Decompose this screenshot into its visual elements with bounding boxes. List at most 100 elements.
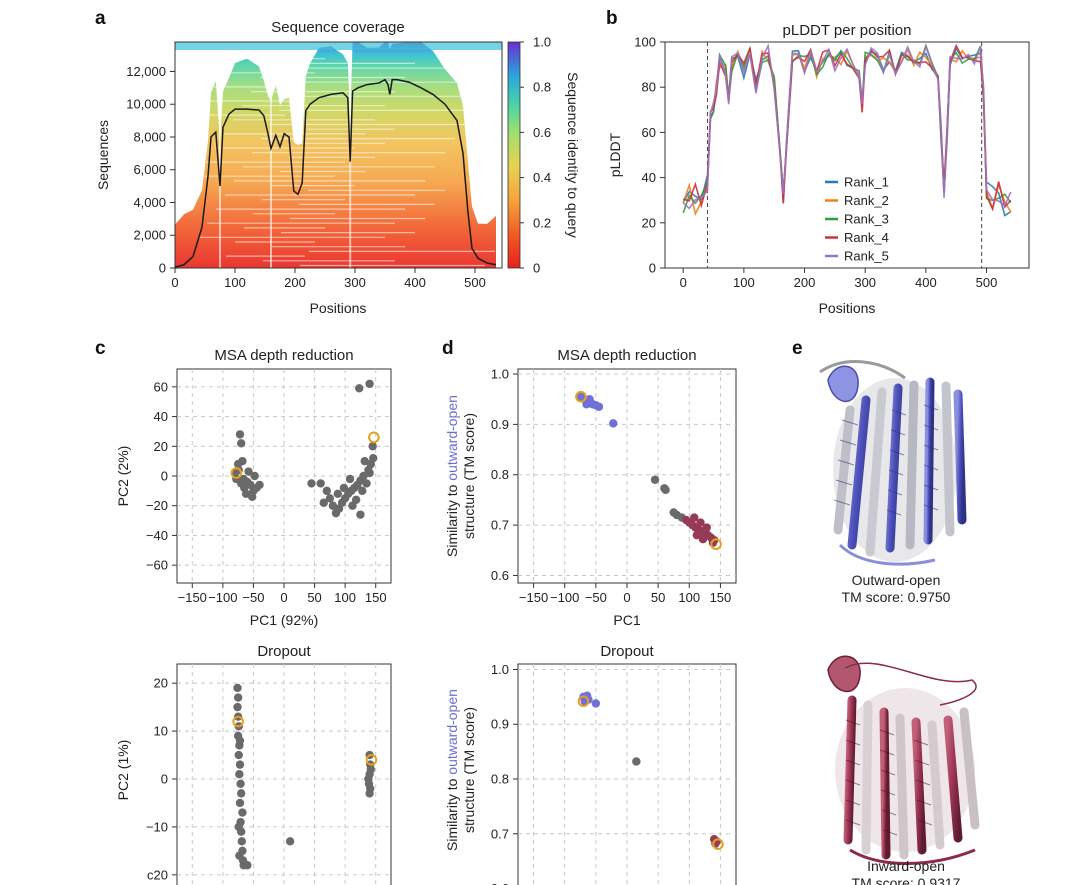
scatter-point [591, 699, 601, 708]
panel-a-xlabel: Positions [310, 300, 367, 316]
scatter-point [237, 837, 247, 846]
x-tick-label: 500 [464, 275, 486, 290]
x-tick-label: 150 [365, 590, 387, 605]
highlight-point [710, 538, 722, 551]
x-tick-label: 0 [280, 590, 287, 605]
scatter-point [248, 492, 257, 502]
outward-open-score: TM score: 0.9750 [842, 589, 951, 605]
scatter-point [239, 474, 248, 484]
x-tick-label: 50 [651, 590, 665, 605]
panel-b: pLDDT per position 0 100 200 300 400 500 0 20 40… [607, 22, 1030, 316]
y-tick-label: 0.6 [491, 568, 509, 583]
scatter-point [233, 693, 243, 702]
scatter-point [235, 430, 245, 439]
y-tick-label: 0 [161, 772, 168, 787]
legend-label-rank_4: Rank_4 [844, 230, 889, 245]
x-tick-label: 150 [710, 590, 732, 605]
y-tick-label: −40 [146, 528, 168, 543]
y-tick-label: 0.9 [491, 717, 509, 732]
panel-d-bottom: Dropout 0.6 0.7 0.8 0.9 1.0 Similarity to ou… [444, 643, 737, 885]
x-tick-label: 0 [171, 275, 178, 290]
scatter-point [345, 474, 355, 484]
scatter-point [328, 501, 338, 510]
panel-a-ylabel: Sequences [95, 120, 111, 190]
colorbar-tick-label: 0.8 [533, 80, 551, 95]
scatter-point [364, 774, 373, 784]
panel-c-bottom-axes: c20 −10 0 10 20 [146, 664, 391, 885]
coverage-heatmap-area [175, 42, 496, 268]
x-tick-label: 100 [334, 590, 356, 605]
x-tick-label: −50 [242, 590, 264, 605]
panel-d-bottom-title: Dropout [600, 643, 654, 660]
scatter-point [661, 485, 670, 495]
y-tick-label: c20 [147, 867, 168, 882]
panel-c-top-axes: −150 −100 −50 0 50 100 150 −60 −40 −20 0 20 40 60 [146, 369, 391, 605]
scatter-point [243, 861, 252, 870]
x-tick-label: 400 [404, 275, 426, 290]
x-tick-label: 300 [854, 275, 876, 290]
plddt-legend: Rank_1 Rank_2 Rank_3 Rank_4 Rank_5 [825, 175, 889, 264]
scatter-point [237, 439, 246, 448]
panel-d-top-title: MSA depth reduction [557, 347, 696, 364]
panel-letter-e: e [792, 338, 803, 359]
scatter-point [355, 384, 364, 393]
panel-d-top-points [575, 390, 722, 551]
scatter-point [360, 456, 369, 466]
inward-open-structure-image [827, 655, 980, 865]
panel-c-top-title: MSA depth reduction [214, 347, 353, 364]
colorbar-tick-label: 0.4 [533, 170, 551, 185]
legend-label-rank_5: Rank_5 [844, 249, 889, 264]
y-tick-label: −20 [146, 498, 168, 513]
y-tick-label: 100 [634, 35, 656, 50]
y-tick-label: 20 [642, 215, 656, 230]
y-tick-label: 10 [154, 724, 168, 739]
y-tick-label: 0.8 [491, 772, 509, 787]
inward-open-score: TM score: 0.9317 [852, 875, 961, 885]
panel-d-top-ylabel-line1: Similarity to outward-open [444, 395, 460, 557]
scatter-point [702, 523, 711, 532]
colorbar-ticks: 0 0.2 0.4 0.6 0.8 1.0 [520, 35, 551, 276]
scatter-point [250, 471, 259, 481]
scatter-point [235, 770, 244, 779]
scatter-point [234, 822, 243, 832]
coverage-line [174, 78, 497, 268]
scatter-point [582, 691, 592, 700]
x-tick-label: 50 [307, 590, 321, 605]
y-tick-label: 1.0 [491, 662, 509, 677]
y-tick-label: 1.0 [491, 367, 509, 382]
scatter-point [366, 765, 376, 774]
panel-b-axes: 0 100 200 300 400 500 0 20 40 60 80 100 [634, 35, 997, 291]
inward-open-name: Inward-open [867, 858, 945, 874]
plddt-line-rank_5 [682, 43, 1012, 210]
scatter-point [348, 501, 357, 510]
x-tick-label: −150 [178, 590, 207, 605]
ylabel-highlight: outward-open [444, 395, 460, 481]
scatter-point [322, 486, 331, 496]
coverage-top-band [175, 42, 502, 50]
highlight-point [365, 754, 378, 766]
highlight-point [368, 431, 380, 444]
y-tick-label: 80 [642, 80, 656, 95]
y-tick-label: 8,000 [133, 129, 166, 144]
outward-open-name: Outward-open [852, 572, 941, 588]
panel-d-bottom-ylabel-line2: structure (TM score) [461, 707, 477, 833]
y-tick-label: 12,000 [126, 64, 166, 79]
scatter-point [632, 757, 641, 766]
legend-label-rank_2: Rank_2 [844, 193, 889, 208]
scatter-point [234, 750, 243, 760]
panel-c-bottom-title: Dropout [257, 643, 311, 660]
scatter-point [696, 518, 705, 527]
legend-label-rank_1: Rank_1 [844, 175, 889, 190]
scatter-point [692, 530, 701, 540]
scatter-point [307, 479, 316, 488]
panel-b-title: pLDDT per position [783, 22, 912, 39]
scatter-point [237, 789, 246, 798]
y-tick-label: 20 [154, 676, 168, 691]
y-tick-label: 0 [161, 469, 168, 484]
panel-c-bottom: Dropout c20 −10 0 10 20 PC2 (1%) [115, 643, 392, 885]
panel-b-xlabel: Positions [819, 300, 876, 316]
panel-a: Sequence coverage 0 100 200 300 400 500 0 2,000… [95, 19, 581, 316]
x-tick-label: 100 [678, 590, 700, 605]
ylabel-prefix: Similarity to [444, 481, 460, 557]
